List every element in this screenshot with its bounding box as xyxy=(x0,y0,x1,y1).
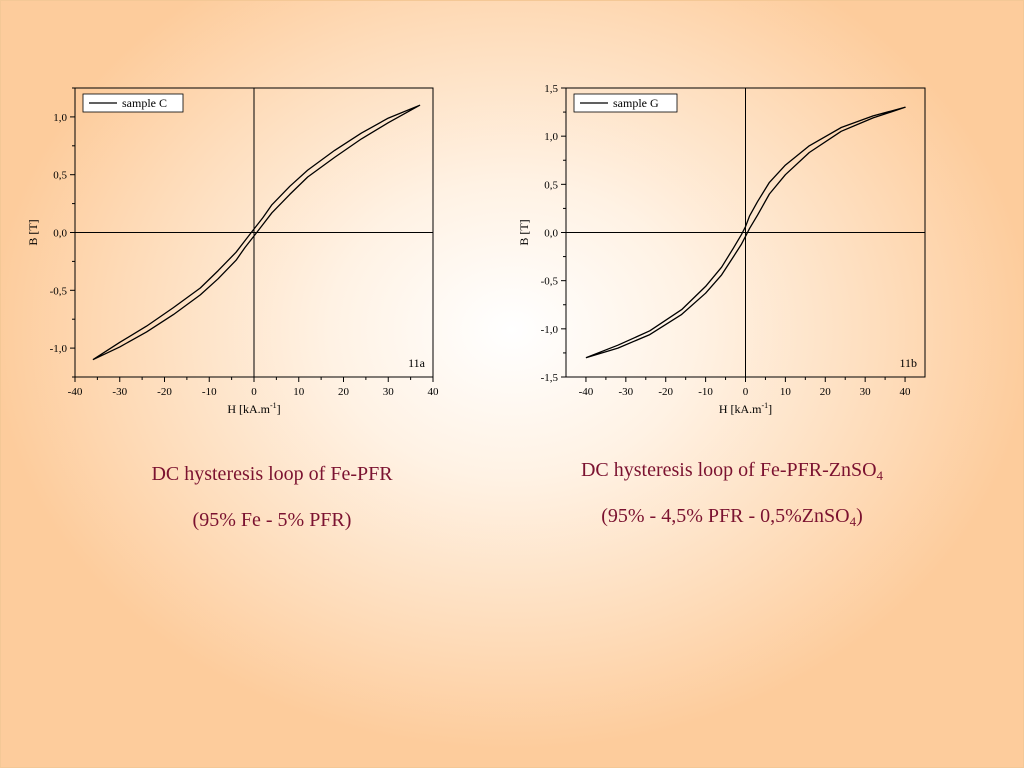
chart-b-y-tick-label: -1,5 xyxy=(541,372,559,384)
chart-a-x-tick-label: 30 xyxy=(383,386,395,398)
chart-a-x-tick-label: 0 xyxy=(251,386,257,398)
chart-a-series-line xyxy=(92,104,421,361)
chart-a-x-tick-label: 40 xyxy=(428,386,440,398)
chart-b-caption-line1: DC hysteresis loop of Fe-PFR-ZnSO4 xyxy=(522,458,942,482)
chart-a-y-tick-label: 1,0 xyxy=(53,112,67,124)
chart-b-x-tick-label: 40 xyxy=(900,386,912,398)
chart-b-panel-label: 11b xyxy=(899,356,917,370)
chart-b-caption-line2-main: (95% - 4,5% PFR - 0,5%ZnSO xyxy=(601,505,850,527)
chart-b-y-axis-label: B [T] xyxy=(517,219,531,245)
chart-b-x-tick-label: -10 xyxy=(698,386,713,398)
chart-a-panel-label: 11a xyxy=(408,356,426,370)
chart-a-y-tick-label: -1,0 xyxy=(50,343,68,355)
chart-b-legend-box xyxy=(573,93,678,113)
chart-b-x-tick-label: 10 xyxy=(780,386,792,398)
chart-b-x-tick-label: -40 xyxy=(579,386,594,398)
chart-b-x-axis-label: H [kA.m-1] xyxy=(719,401,772,416)
chart-b-caption-line2: (95% - 4,5% PFR - 0,5%ZnSO4) xyxy=(522,504,942,528)
chart-b-x-tick-label: 20 xyxy=(820,386,832,398)
chart-b-y-tick-label: 1,0 xyxy=(544,131,558,143)
chart-a-legend-box xyxy=(82,93,184,113)
chart-b-legend-label: sample G xyxy=(613,96,659,110)
chart-b-caption: DC hysteresis loop of Fe-PFR-ZnSO4 (95% … xyxy=(522,458,942,528)
chart-a-x-tick-label: 20 xyxy=(338,386,350,398)
chart-a-caption-line1: DC hysteresis loop of Fe-PFR xyxy=(151,463,393,485)
chart-b-x-tick-label: -30 xyxy=(618,386,633,398)
chart-b-y-tick-label: -1,0 xyxy=(541,324,559,336)
chart-a-y-tick-label: -0,5 xyxy=(50,285,68,297)
chart-a-x-tick-label: -20 xyxy=(157,386,172,398)
chart-b-caption-line1-main: DC hysteresis loop of Fe-PFR-ZnSO xyxy=(580,459,877,481)
chart-b-y-tick-label: 0,0 xyxy=(544,228,558,240)
chart-a-x-tick-label: 10 xyxy=(293,386,305,398)
chart-b-caption-line2-sub: 4 xyxy=(849,514,857,529)
chart-a-legend-label: sample C xyxy=(122,96,167,110)
chart-b-x-tick-label: -20 xyxy=(658,386,673,398)
chart-b-caption-line2-end: ) xyxy=(856,505,863,527)
chart-b-y-tick-label: -0,5 xyxy=(541,276,559,288)
chart-b-x-tick-label: 30 xyxy=(860,386,872,398)
chart-b-y-tick-label: 1,5 xyxy=(544,83,558,95)
chart-a-caption-line2: (95% Fe - 5% PFR) xyxy=(192,509,352,531)
chart-b-x-tick-label: 0 xyxy=(743,386,749,398)
chart-a-y-tick-label: 0,5 xyxy=(53,170,67,182)
chart-a-x-axis-label: H [kA.m-1] xyxy=(227,401,280,416)
chart-a-y-axis-label: B [T] xyxy=(26,219,40,245)
chart-a-x-tick-label: -10 xyxy=(202,386,217,398)
chart-a-y-tick-label: 0,0 xyxy=(53,228,67,240)
chart-a-x-tick-label: -30 xyxy=(112,386,127,398)
chart-b-caption-line1-sub: 4 xyxy=(876,468,884,483)
chart-b-series-line xyxy=(585,106,906,359)
chart-a-caption: DC hysteresis loop of Fe-PFR (95% Fe - 5… xyxy=(92,462,452,532)
chart-a-x-tick-label: -40 xyxy=(68,386,83,398)
chart-b-y-tick-label: 0,5 xyxy=(544,179,558,191)
